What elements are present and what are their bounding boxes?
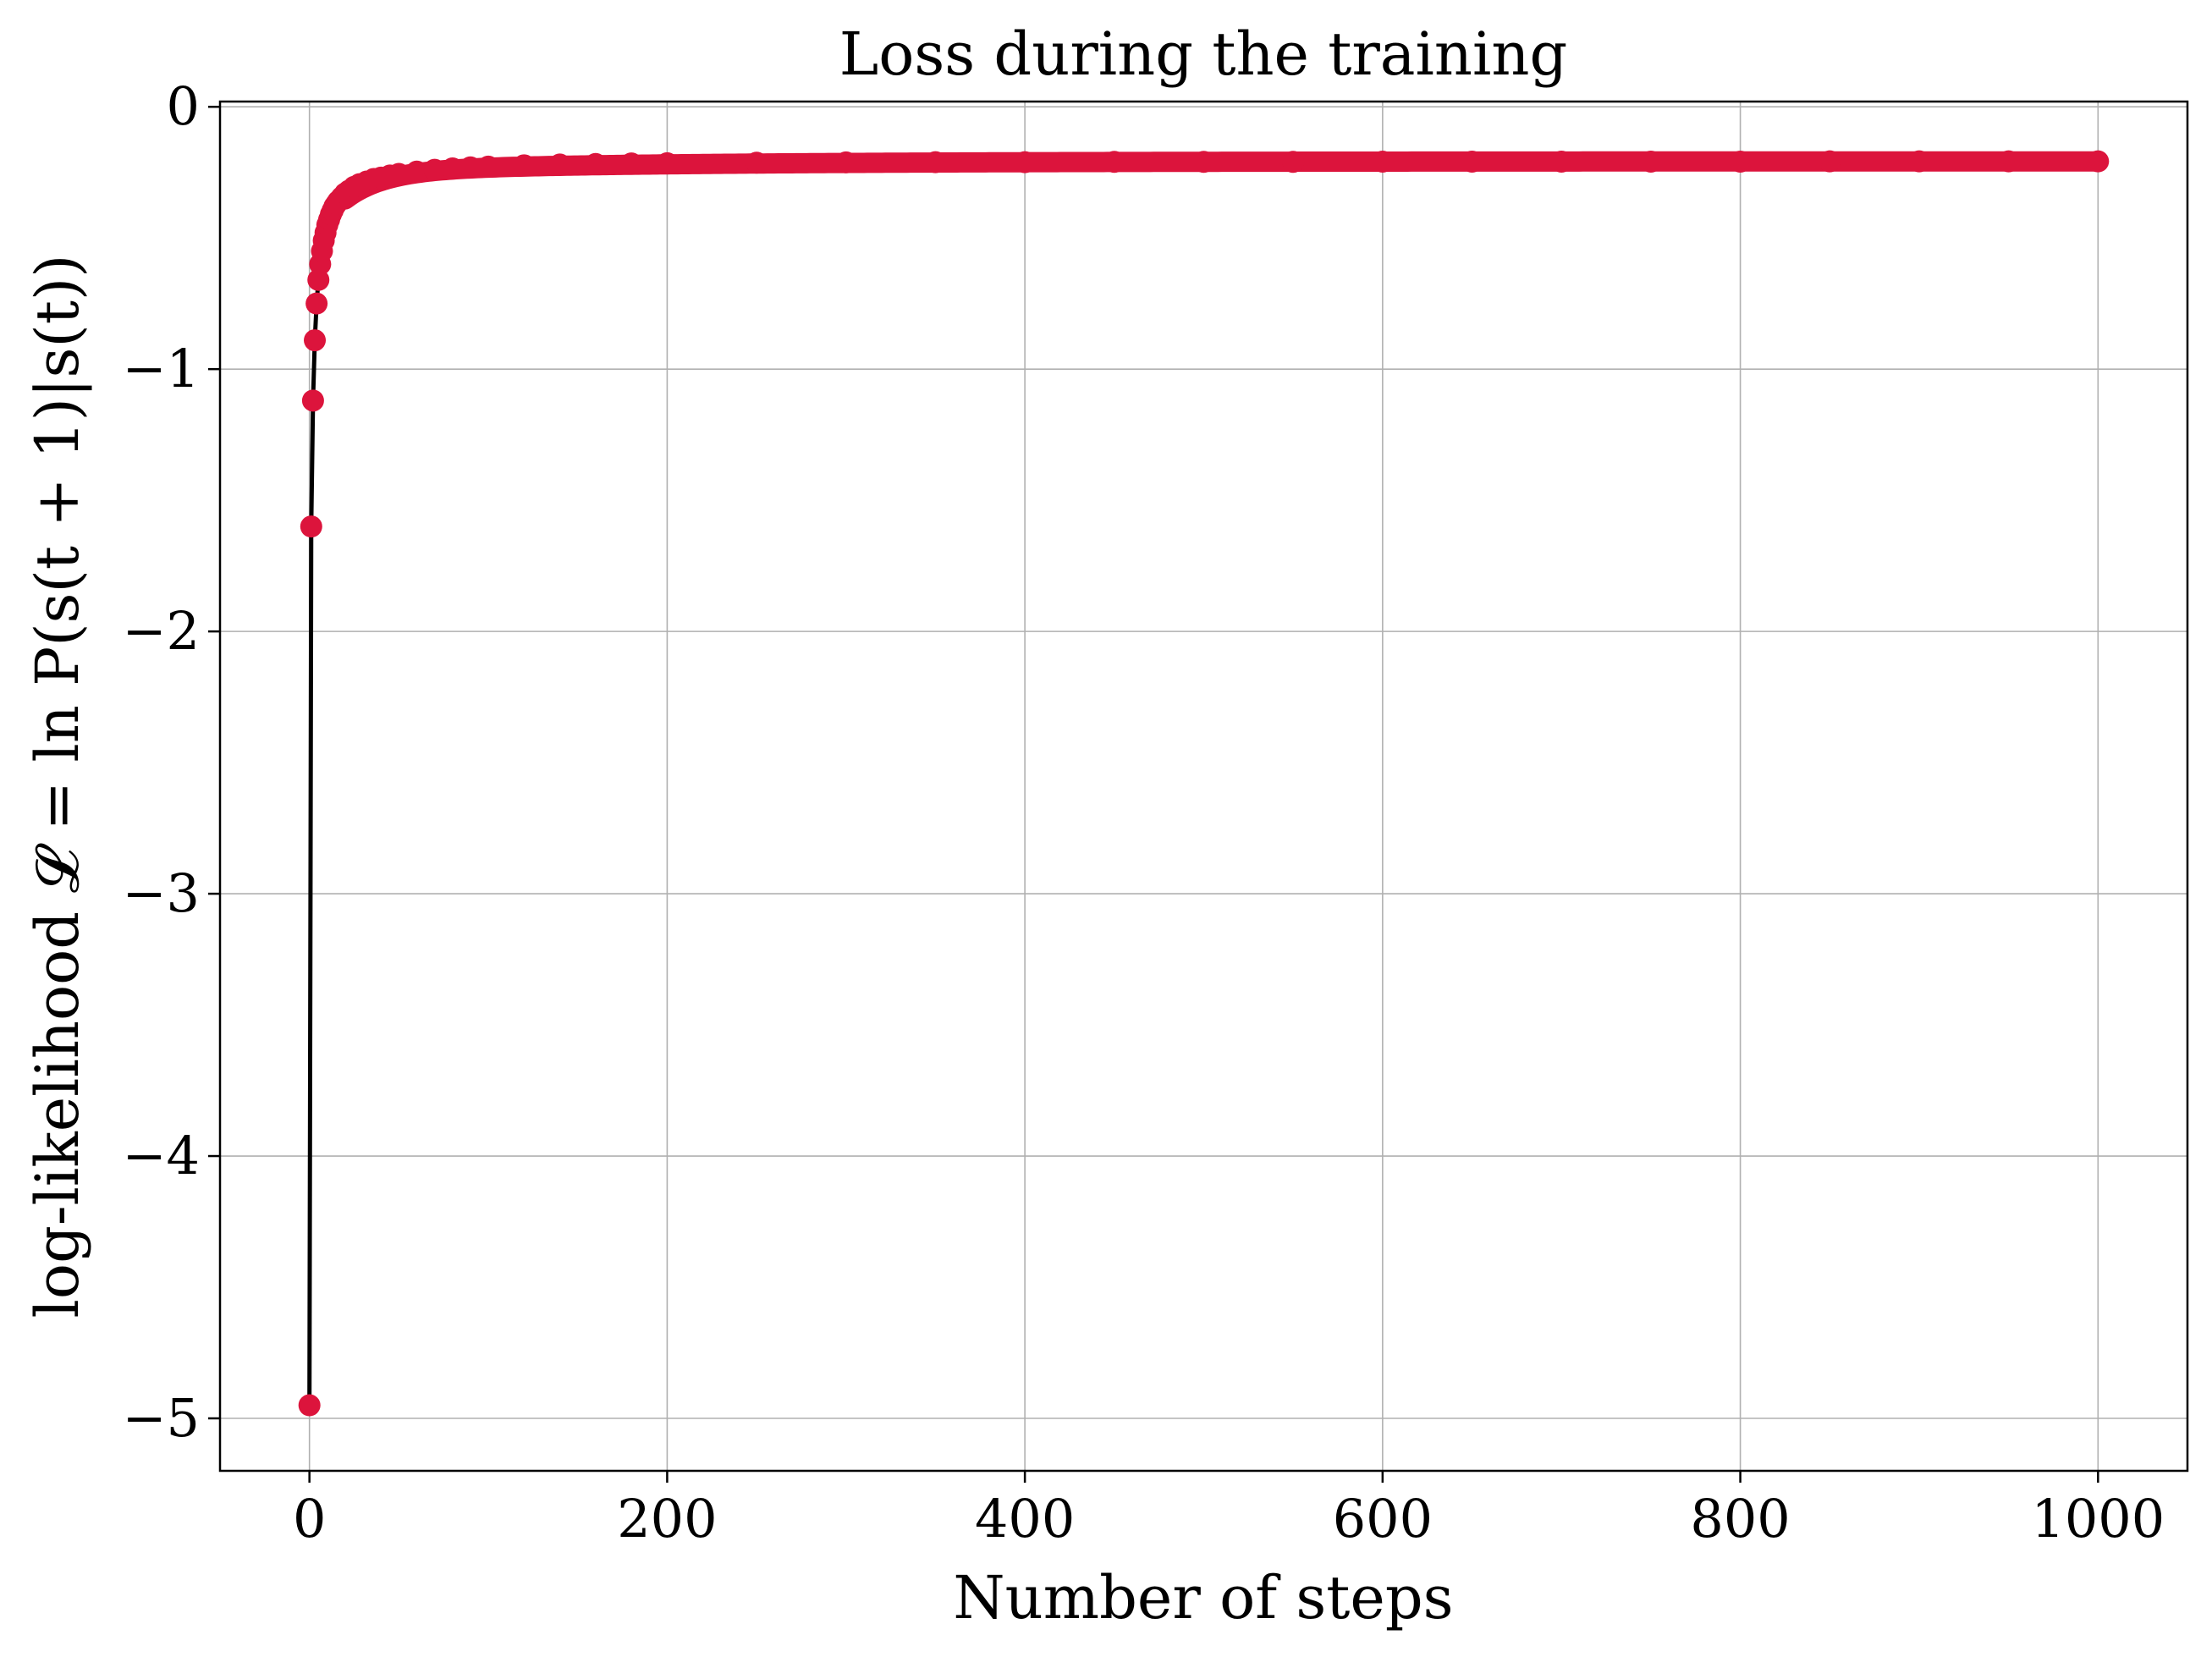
y-tick-label: 0 [167,75,200,137]
plot-frame [218,100,2189,1473]
data-point [388,162,410,185]
data-point [305,292,328,315]
data-point [1371,150,1394,173]
data-point [1907,150,1930,173]
data-point [298,1394,321,1417]
data-point [405,160,428,183]
y-tick-label: −2 [123,600,200,662]
data-point [459,156,481,179]
data-series [298,150,2110,1417]
grid-lines [220,102,2187,1471]
data-point [1729,150,1752,173]
data-point [1103,151,1125,173]
data-point [304,329,327,352]
data-point [584,152,607,175]
data-point [1192,151,1215,173]
x-tick-label: 1000 [2031,1488,2165,1550]
data-point [834,151,857,173]
data-point [1819,150,1841,173]
data-point [924,151,947,173]
y-axis-label: log-likelihood 𝓛 = ln P(s(t + 1)|s(t)) [23,255,92,1318]
y-tick-label: −5 [123,1387,200,1449]
data-point [620,152,643,175]
data-point [1282,151,1305,173]
y-tick-label: −1 [123,338,200,399]
data-point [656,151,679,174]
y-tick-label: −3 [123,862,200,924]
axis-ticks: 0 200 400 600 800 1000 0 −1 −2 −3 −4 −5 [123,75,2165,1550]
data-point [1014,151,1037,173]
data-point [746,151,768,174]
x-tick-label: 600 [1333,1488,1433,1550]
data-point [441,157,464,180]
data-point [548,153,571,176]
data-point [2087,150,2110,173]
data-point [301,389,324,412]
data-point [300,515,322,538]
data-point [477,155,500,178]
x-tick-label: 400 [975,1488,1075,1550]
x-tick-label: 0 [293,1488,326,1550]
data-point [1639,150,1662,173]
data-point [1997,150,2020,173]
x-tick-label: 800 [1690,1488,1790,1550]
x-tick-label: 200 [617,1488,717,1550]
data-point [423,158,446,181]
data-point [513,154,536,177]
data-point [1461,150,1483,173]
y-tick-label: −4 [123,1125,200,1186]
data-point [1550,150,1573,173]
chart-title: Loss during the training [839,19,1568,89]
x-axis-label: Number of steps [953,1563,1453,1632]
